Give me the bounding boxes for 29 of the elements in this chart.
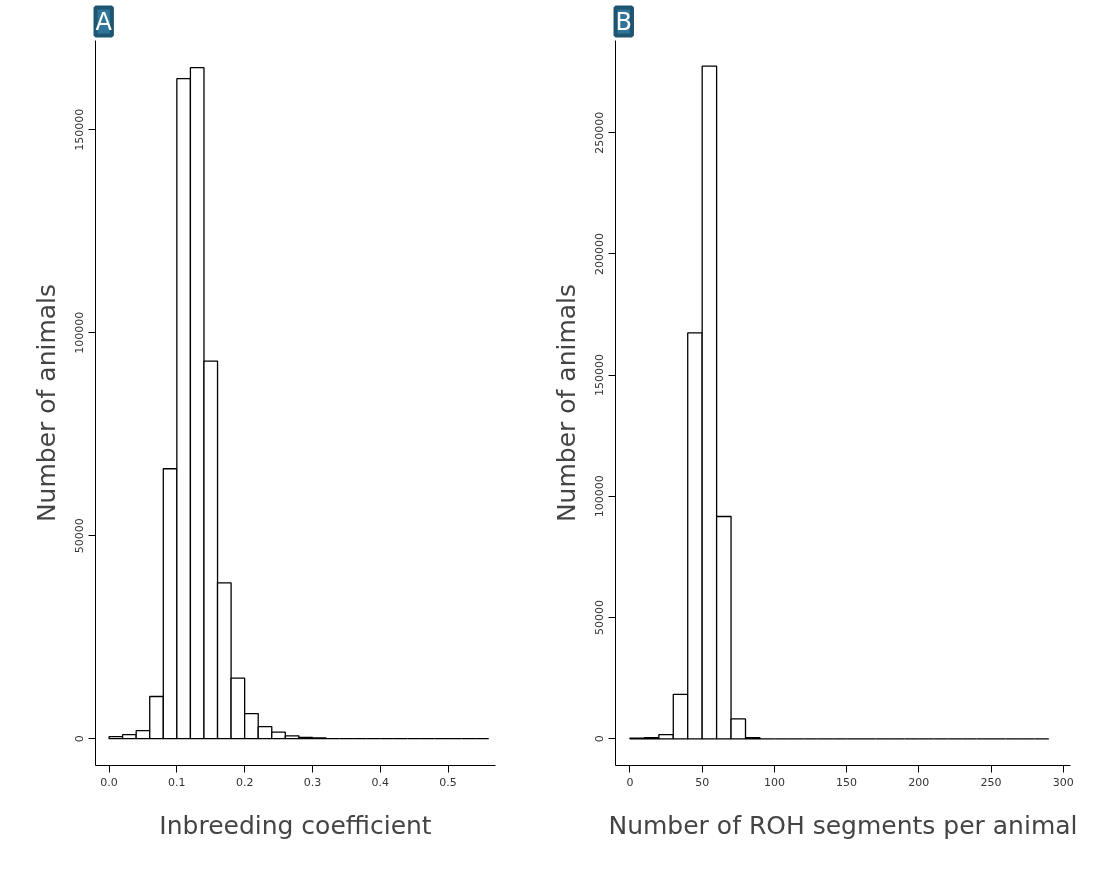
chart-title: B — [615, 7, 632, 36]
x-tick-label: 0.1 — [168, 775, 186, 789]
y-tick-label: 100000 — [593, 475, 607, 518]
x-tick-label: 250 — [980, 775, 1002, 789]
x-tick-label: 100 — [763, 775, 785, 789]
y-tick-label: 0 — [593, 735, 607, 743]
y-axis-title: Number of animals — [31, 283, 61, 523]
y-tick-label: 50000 — [593, 600, 607, 636]
x-tick-label: 0.0 — [100, 775, 118, 789]
x-tick-label: 0.2 — [235, 775, 254, 789]
x-tick-label: 0.3 — [303, 775, 322, 789]
y-tick-label: 150000 — [593, 354, 607, 397]
y-tick-label: 50000 — [73, 518, 87, 554]
x-tick-label: 0.4 — [371, 775, 389, 789]
chart-title: A — [95, 7, 113, 36]
x-axis-title: Number of ROH segments per animal — [608, 810, 1078, 840]
x-axis-title: Inbreeding coefficient — [159, 810, 432, 840]
y-tick-label: 250000 — [593, 111, 607, 154]
x-tick-label: 50 — [695, 775, 710, 789]
y-tick-label: 100000 — [73, 311, 87, 354]
x-tick-label: 0.5 — [439, 775, 457, 789]
y-tick-label: 0 — [73, 735, 87, 743]
x-tick-label: 150 — [836, 775, 858, 789]
y-axis-title: Number of animals — [551, 283, 581, 523]
y-tick-label: 150000 — [73, 108, 87, 151]
x-tick-label: 0 — [626, 775, 634, 789]
x-tick-label: 200 — [908, 775, 930, 789]
y-tick-label: 200000 — [593, 232, 607, 275]
x-tick-label: 300 — [1052, 775, 1074, 789]
